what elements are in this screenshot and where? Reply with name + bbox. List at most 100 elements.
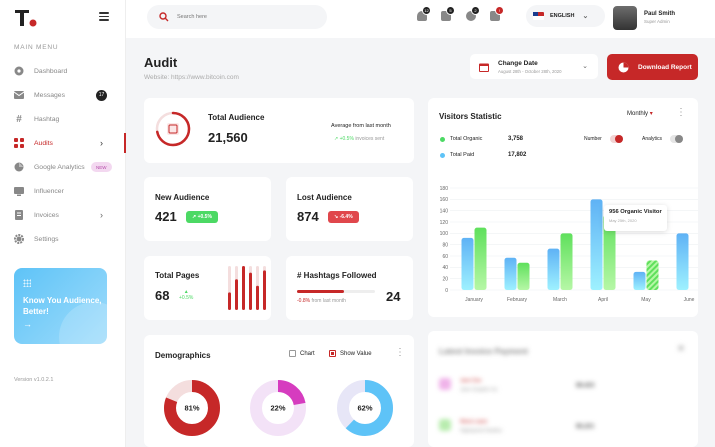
user-role: Super Admin bbox=[644, 19, 670, 24]
chart-checkbox[interactable]: Chart bbox=[289, 350, 315, 357]
user-name: Paul Smith bbox=[644, 11, 676, 17]
mini-bar bbox=[228, 292, 231, 310]
notification-bell[interactable]: 12 bbox=[417, 6, 431, 22]
donut-center bbox=[352, 395, 378, 421]
lost-audience-title: Lost Audience bbox=[297, 193, 352, 202]
promo-banner[interactable]: Know You Audience, Better! → bbox=[14, 268, 107, 344]
topbar: 12 5 2 ! ENGLISH ⌄ Paul Smith Super Admi… bbox=[126, 0, 715, 38]
sidebar-item-audits[interactable]: Audits › bbox=[14, 133, 126, 153]
x-tick-label: February bbox=[507, 297, 528, 303]
mail-icon bbox=[14, 90, 24, 100]
chevron-down-icon: ⌄ bbox=[582, 63, 588, 70]
total-pages-card: Total Pages 68 ▲ +0.5% bbox=[144, 256, 271, 320]
notification-count: 5 bbox=[446, 6, 455, 15]
sidebar-item-google-analytics[interactable]: Google Analytics NEW bbox=[14, 159, 126, 175]
sidebar-item-invoices[interactable]: Invoices › bbox=[14, 207, 126, 223]
analytics-toggle[interactable]: Analytics bbox=[642, 135, 684, 143]
demographics-title: Demographics bbox=[155, 351, 211, 360]
notification-gift[interactable]: 2 bbox=[466, 6, 480, 22]
hashtags-progress-fill bbox=[297, 290, 344, 293]
hashtags-progress-track bbox=[297, 290, 375, 293]
notification-folder[interactable]: ! bbox=[490, 6, 504, 22]
invoice-amount: $5,221 bbox=[576, 424, 595, 430]
bar-total-paid[interactable] bbox=[676, 233, 689, 290]
donut-chart: 22% bbox=[250, 380, 306, 436]
change-value: +0.5% bbox=[339, 136, 354, 142]
bar-total-paid[interactable] bbox=[547, 248, 560, 290]
search-input[interactable] bbox=[177, 14, 307, 20]
chevron-right-icon: › bbox=[100, 210, 103, 220]
bar-total-paid[interactable] bbox=[633, 271, 646, 290]
toggle-label: Analytics bbox=[642, 136, 663, 142]
donut-chart: 62% bbox=[337, 380, 393, 436]
bar-total-organic[interactable] bbox=[474, 227, 487, 290]
invoice-company: Highspeed Studios bbox=[460, 428, 502, 434]
donut-arc bbox=[164, 380, 220, 436]
change-value: -0.8% bbox=[297, 298, 311, 304]
y-tick-label: 140 bbox=[440, 208, 449, 214]
donut-center bbox=[179, 395, 205, 421]
legend-label: Total Paid bbox=[450, 152, 475, 158]
change-value: -6.4% bbox=[339, 214, 353, 220]
period-dropdown[interactable]: Monthly ▾ bbox=[627, 110, 653, 117]
checkbox-label: Show Value bbox=[340, 351, 372, 358]
bar-total-organic[interactable] bbox=[603, 215, 616, 290]
x-tick-label: March bbox=[553, 297, 567, 303]
menu-toggle-button[interactable] bbox=[99, 12, 109, 21]
change-suffix: from last month bbox=[311, 298, 346, 304]
legend-value: 3,758 bbox=[508, 136, 524, 142]
notification-count: 12 bbox=[422, 6, 431, 15]
y-tick-label: 80 bbox=[442, 242, 448, 248]
sidebar-item-settings[interactable]: Settings bbox=[14, 231, 126, 247]
date-range: August 28th - October 28th, 2020 bbox=[498, 68, 562, 74]
invoice-company: Jane Graphic Inc bbox=[460, 387, 498, 393]
sidebar-item-influencer[interactable]: Influencer bbox=[14, 183, 126, 199]
more-options-icon[interactable]: ⋮ bbox=[395, 347, 405, 358]
sidebar-item-hashtag[interactable]: # Hashtag bbox=[14, 111, 126, 127]
x-tick-label: April bbox=[598, 297, 608, 303]
calendar-icon bbox=[479, 63, 489, 72]
show-value-checkbox[interactable]: Show Value bbox=[329, 350, 372, 357]
sidebar-item-label: Invoices bbox=[34, 211, 59, 219]
messages-count-badge: 17 bbox=[96, 89, 107, 101]
sidebar-item-messages[interactable]: Messages 17 bbox=[14, 87, 126, 103]
bell-icon bbox=[417, 11, 427, 21]
arrow-right-icon: → bbox=[23, 319, 32, 329]
trend-up-icon: ↗ bbox=[334, 136, 339, 142]
sidebar-item-dashboard[interactable]: Dashboard bbox=[14, 63, 126, 79]
audience-progress-ring bbox=[155, 111, 191, 147]
bar-total-organic[interactable] bbox=[517, 262, 530, 290]
bar-total-organic[interactable] bbox=[646, 260, 659, 290]
date-picker[interactable]: Change Date August 28th - October 28th, … bbox=[470, 54, 598, 79]
avatar bbox=[613, 5, 637, 30]
visitors-statistic-card: Visitors Statistic Monthly ▾ ⋮ Total Org… bbox=[428, 98, 698, 317]
legend-total-paid: Total Paid 17,802 bbox=[440, 152, 526, 158]
more-options-icon[interactable] bbox=[678, 345, 684, 351]
y-tick-label: 40 bbox=[442, 265, 448, 271]
bar-total-organic[interactable] bbox=[560, 233, 573, 290]
total-pages-bar-chart bbox=[228, 266, 266, 310]
demographics-card: Demographics Chart Show Value ⋮ 81% 22% 62… bbox=[144, 335, 414, 447]
legend-dot bbox=[440, 152, 445, 158]
number-toggle[interactable]: Number bbox=[584, 135, 623, 143]
search-icon bbox=[159, 12, 169, 22]
search-bar[interactable] bbox=[147, 5, 327, 29]
donut-value-label: 62% bbox=[357, 404, 372, 413]
bar-total-paid[interactable] bbox=[461, 237, 474, 290]
mini-bar bbox=[249, 272, 252, 310]
toggle-switch-off bbox=[670, 135, 684, 143]
invoice-avatar bbox=[439, 419, 451, 431]
pie-chart-icon bbox=[618, 62, 629, 72]
total-audience-value: 21,560 bbox=[208, 130, 248, 145]
toggle-switch-on bbox=[609, 135, 623, 143]
monitor-icon bbox=[14, 186, 24, 196]
notification-cart[interactable]: 5 bbox=[441, 6, 455, 22]
language-selector[interactable]: ENGLISH ⌄ bbox=[526, 5, 605, 27]
more-options-icon[interactable]: ⋮ bbox=[676, 107, 686, 118]
invoice-amount: $9,423 bbox=[576, 383, 595, 389]
download-report-button[interactable]: Download Report bbox=[607, 54, 698, 80]
bar-total-paid[interactable] bbox=[504, 257, 517, 290]
x-tick-label: January bbox=[465, 297, 483, 303]
bar-total-paid[interactable] bbox=[590, 199, 603, 290]
user-profile[interactable]: Paul Smith Super Admin bbox=[613, 5, 709, 30]
